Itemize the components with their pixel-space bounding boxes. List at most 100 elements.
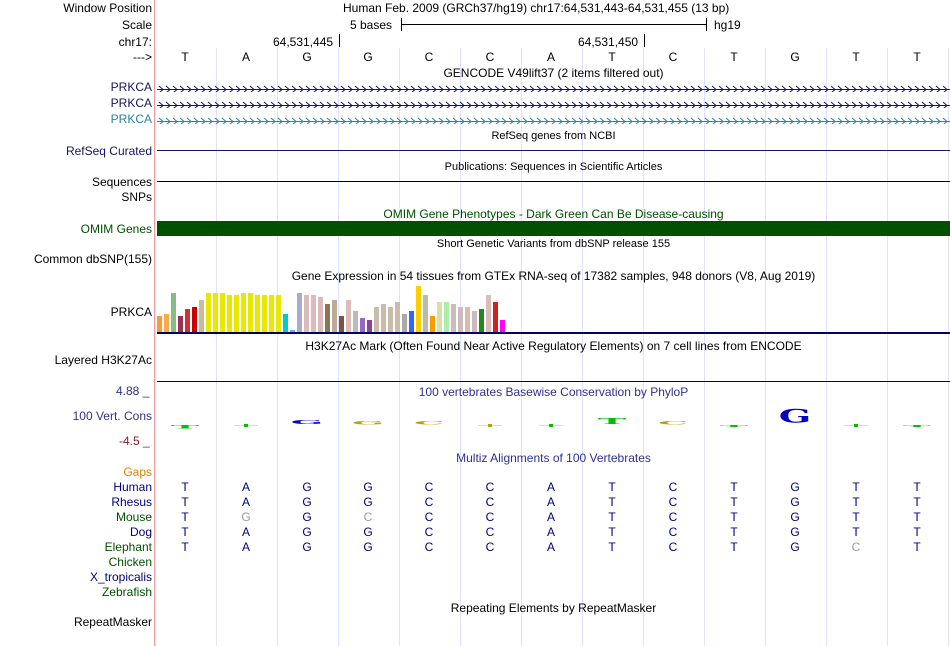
base-letter[interactable]: C bbox=[485, 50, 495, 64]
gtex-tissue-bar[interactable] bbox=[241, 293, 246, 332]
gtex-tissue-bar[interactable] bbox=[416, 286, 421, 332]
gtex-tissue-bar[interactable] bbox=[430, 316, 435, 332]
gencode-track-label-3[interactable]: PRKCA bbox=[110, 112, 152, 126]
gencode-transcript-2[interactable] bbox=[157, 99, 950, 108]
cons-logo-letter[interactable]: G bbox=[290, 418, 324, 426]
gtex-tissue-bar[interactable] bbox=[353, 311, 358, 332]
gtex-tissue-bar[interactable] bbox=[479, 309, 484, 332]
dbsnp-track-title[interactable]: Short Genetic Variants from dbSNP releas… bbox=[436, 238, 671, 250]
snps-track-label[interactable]: SNPs bbox=[121, 190, 152, 204]
gtex-tissue-bar[interactable] bbox=[346, 300, 351, 332]
gencode-track-title[interactable]: GENCODE V49lift37 (2 items filtered out) bbox=[443, 66, 664, 80]
cons-track-title[interactable]: 100 vertebrates Basewise Conservation by… bbox=[418, 385, 689, 399]
cons-logo-letter[interactable]: G bbox=[351, 420, 385, 426]
gtex-tissue-bar[interactable] bbox=[206, 293, 211, 332]
gtex-tissue-bar[interactable] bbox=[297, 293, 302, 332]
gencode-transcript-3[interactable] bbox=[157, 115, 950, 124]
cons-track-label[interactable]: 100 Vert. Cons bbox=[72, 409, 152, 423]
species-label[interactable]: Chicken bbox=[108, 555, 152, 569]
gtex-tissue-bar[interactable] bbox=[458, 307, 463, 332]
gtex-tissue-bar[interactable] bbox=[423, 295, 428, 332]
gtex-tissue-bar[interactable] bbox=[213, 293, 218, 332]
refseq-gene-line[interactable] bbox=[157, 150, 950, 151]
gencode-track-label-2[interactable]: PRKCA bbox=[110, 96, 152, 110]
gtex-tissue-bar[interactable] bbox=[276, 295, 281, 332]
base-letter[interactable]: A bbox=[546, 50, 555, 64]
gtex-tissue-bar[interactable] bbox=[437, 302, 442, 332]
gtex-tissue-bar[interactable] bbox=[395, 302, 400, 332]
gtex-tissue-bar[interactable] bbox=[290, 330, 295, 332]
window-position-text[interactable]: Human Feb. 2009 (GRCh37/hg19) chr17:64,5… bbox=[343, 1, 730, 15]
gtex-tissue-bar[interactable] bbox=[465, 307, 470, 332]
multiz-track-title[interactable]: Multiz Alignments of 100 Vertebrates bbox=[456, 451, 651, 465]
species-label[interactable]: Rhesus bbox=[111, 495, 152, 509]
gencode-transcript-1[interactable] bbox=[157, 83, 950, 92]
gtex-tissue-bar[interactable] bbox=[493, 302, 498, 332]
gtex-tissue-bar[interactable] bbox=[248, 293, 253, 332]
gaps-label[interactable]: Gaps bbox=[123, 465, 152, 479]
refseq-track-label[interactable]: RefSeq Curated bbox=[65, 144, 152, 158]
gtex-tissue-bar[interactable] bbox=[304, 295, 309, 332]
gtex-tissue-bar[interactable] bbox=[381, 304, 386, 332]
base-letter[interactable]: G bbox=[302, 50, 312, 64]
cons-logo-letter[interactable]: T bbox=[902, 424, 932, 429]
gtex-track-title[interactable]: Gene Expression in 54 tissues from GTEx … bbox=[291, 269, 816, 283]
base-letter[interactable]: C bbox=[668, 50, 678, 64]
gtex-tissue-bar[interactable] bbox=[332, 300, 337, 332]
gtex-tissue-bar[interactable] bbox=[472, 311, 477, 332]
base-letter[interactable]: T bbox=[181, 50, 189, 64]
species-label[interactable]: Elephant bbox=[104, 540, 152, 554]
gtex-tissue-bar[interactable] bbox=[178, 316, 183, 332]
gtex-tissue-bar[interactable] bbox=[388, 307, 393, 332]
cons-logo-letter[interactable]: G bbox=[778, 404, 812, 427]
gtex-tissue-bar[interactable] bbox=[171, 293, 176, 332]
base-letter[interactable]: T bbox=[730, 50, 738, 64]
species-label[interactable]: Human bbox=[113, 480, 152, 494]
refseq-track-title[interactable]: RefSeq genes from NCBI bbox=[491, 130, 616, 142]
gencode-track-label-1[interactable]: PRKCA bbox=[110, 80, 152, 94]
gtex-tissue-bar[interactable] bbox=[325, 304, 330, 332]
gtex-tissue-bar[interactable] bbox=[199, 300, 204, 332]
gtex-tissue-bar[interactable] bbox=[402, 314, 407, 332]
cons-logo-letter[interactable]: C bbox=[657, 420, 689, 426]
gtex-tissue-bar[interactable] bbox=[262, 295, 267, 332]
repeat-track-label[interactable]: RepeatMasker bbox=[73, 615, 152, 629]
gtex-tissue-bar[interactable] bbox=[255, 295, 260, 332]
species-label[interactable]: Dog bbox=[129, 525, 152, 539]
cons-logo-letter[interactable]: T bbox=[170, 424, 200, 430]
dbsnp-track-label[interactable]: Common dbSNP(155) bbox=[33, 252, 152, 266]
species-label[interactable]: Mouse bbox=[115, 510, 152, 524]
gtex-tissue-bar[interactable] bbox=[164, 314, 169, 332]
gtex-tissue-bar[interactable] bbox=[269, 295, 274, 332]
omim-track-title[interactable]: OMIM Gene Phenotypes - Dark Green Can Be… bbox=[383, 207, 724, 221]
gtex-tissue-bar[interactable] bbox=[409, 311, 414, 332]
h3k27ac-track-title[interactable]: H3K27Ac Mark (Often Found Near Active Re… bbox=[305, 339, 802, 353]
gtex-tissue-bar[interactable] bbox=[234, 295, 239, 332]
gtex-tissue-bar[interactable] bbox=[311, 295, 316, 332]
base-letter[interactable]: A bbox=[241, 50, 250, 64]
gtex-tissue-bar[interactable] bbox=[486, 295, 491, 332]
h3k27ac-track-label[interactable]: Layered H3K27Ac bbox=[54, 353, 152, 367]
gtex-tissue-bar[interactable] bbox=[192, 307, 197, 332]
omim-gene-bar[interactable] bbox=[157, 221, 950, 236]
base-letter[interactable]: T bbox=[913, 50, 921, 64]
cons-logo-letter[interactable]: T bbox=[719, 424, 749, 429]
gtex-tissue-bar[interactable] bbox=[220, 293, 225, 332]
species-label[interactable]: Zebrafish bbox=[101, 585, 152, 599]
base-letter[interactable]: T bbox=[608, 50, 616, 64]
gtex-tissue-bar[interactable] bbox=[339, 316, 344, 332]
pubs-line[interactable] bbox=[157, 181, 950, 182]
omim-track-label[interactable]: OMIM Genes bbox=[80, 222, 152, 236]
pubs-track-title[interactable]: Publications: Sequences in Scientific Ar… bbox=[444, 161, 663, 173]
cons-logo-letter[interactable]: C bbox=[413, 420, 445, 426]
gtex-tissue-bar[interactable] bbox=[451, 304, 456, 332]
pubs-track-label[interactable]: Sequences bbox=[91, 175, 152, 189]
gtex-tissue-bar[interactable] bbox=[283, 314, 288, 332]
gtex-track-label[interactable]: PRKCA bbox=[110, 305, 152, 319]
gtex-tissue-bar[interactable] bbox=[500, 320, 505, 332]
gtex-tissue-bar[interactable] bbox=[444, 302, 449, 332]
repeat-track-title[interactable]: Repeating Elements by RepeatMasker bbox=[450, 601, 657, 615]
gtex-tissue-bar[interactable] bbox=[185, 309, 190, 332]
gtex-tissue-bar[interactable] bbox=[374, 307, 379, 332]
base-letter[interactable]: G bbox=[363, 50, 373, 64]
